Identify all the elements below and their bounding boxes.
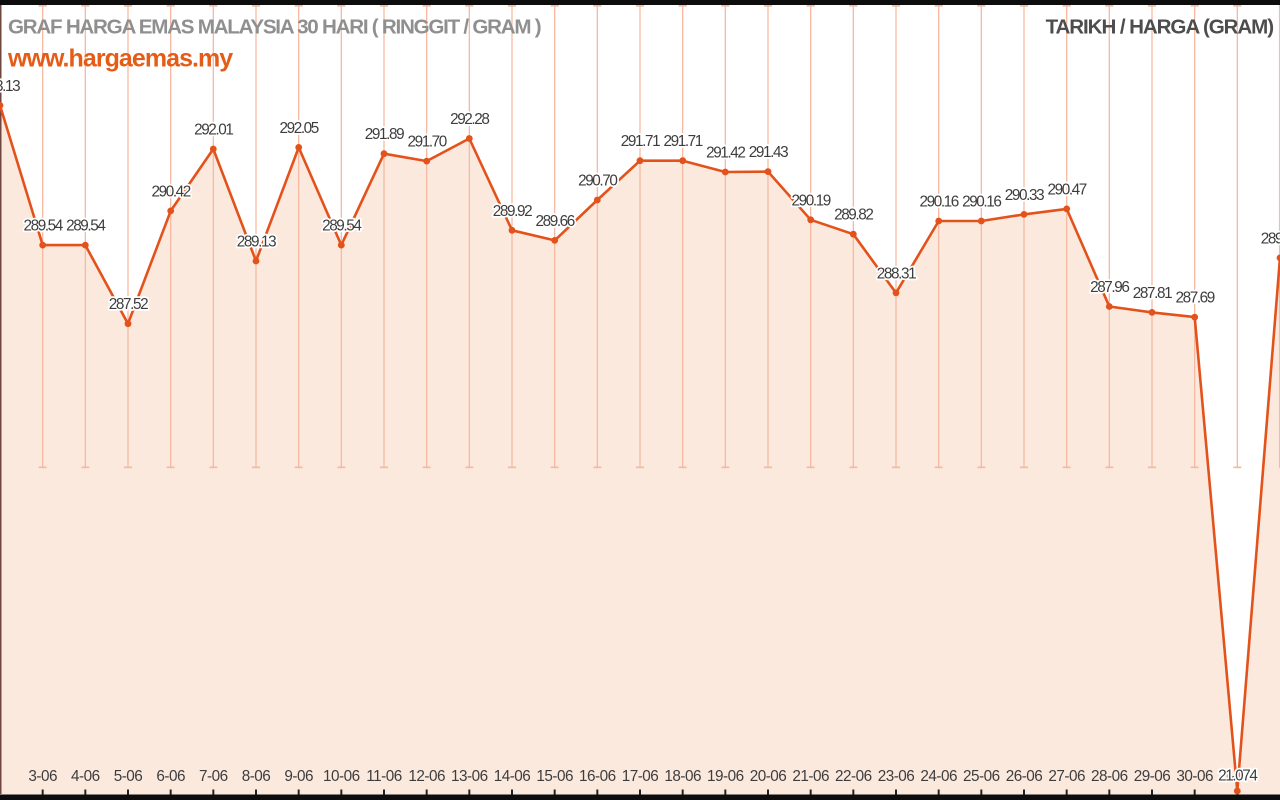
svg-text:290.70: 290.70 (578, 173, 617, 190)
svg-text:28-06: 28-06 (1091, 768, 1128, 785)
svg-text:289.82: 289.82 (834, 207, 873, 224)
svg-text:21-06: 21-06 (792, 768, 829, 785)
svg-text:289.54: 289.54 (66, 218, 106, 235)
svg-text:TARIKH / HARGA (GRAM): TARIKH / HARGA (GRAM) (1046, 16, 1274, 39)
svg-text:288.31: 288.31 (877, 265, 916, 282)
svg-text:22-06: 22-06 (835, 768, 872, 785)
svg-text:www.hargaemas.my: www.hargaemas.my (7, 45, 233, 73)
svg-text:289.92: 289.92 (493, 203, 532, 220)
svg-text:289.66: 289.66 (536, 213, 575, 230)
svg-text:291.42: 291.42 (706, 145, 745, 162)
svg-text:19-06: 19-06 (707, 768, 744, 785)
svg-text:27-06: 27-06 (1048, 768, 1085, 785)
svg-text:21.074: 21.074 (1218, 768, 1258, 785)
svg-text:290.33: 290.33 (1005, 187, 1044, 204)
svg-text:12-06: 12-06 (408, 768, 445, 785)
svg-text:26-06: 26-06 (1006, 768, 1043, 785)
svg-text:5-06: 5-06 (114, 768, 143, 785)
svg-text:14-06: 14-06 (494, 768, 531, 785)
svg-text:4-06: 4-06 (71, 768, 100, 785)
svg-text:287.81: 287.81 (1133, 285, 1172, 302)
svg-text:30-06: 30-06 (1176, 768, 1213, 785)
svg-text:24-06: 24-06 (920, 768, 957, 785)
svg-text:7-06: 7-06 (199, 768, 228, 785)
svg-text:290.16: 290.16 (920, 194, 959, 211)
svg-text:6-06: 6-06 (156, 768, 185, 785)
svg-text:289.54: 289.54 (24, 218, 64, 235)
svg-text:10-06: 10-06 (323, 768, 360, 785)
svg-text:289.54: 289.54 (322, 218, 362, 235)
svg-text:291.43: 291.43 (749, 144, 788, 161)
svg-text:292.01: 292.01 (194, 122, 233, 139)
svg-text:1-07: 1-07 (1223, 768, 1252, 785)
svg-text:290.47: 290.47 (1048, 181, 1087, 198)
svg-text:292.28: 292.28 (450, 111, 489, 128)
svg-text:291.70: 291.70 (408, 134, 447, 151)
svg-text:23-06: 23-06 (878, 768, 915, 785)
svg-text:15-06: 15-06 (536, 768, 573, 785)
svg-text:GRAF HARGA EMAS MALAYSIA 30 HA: GRAF HARGA EMAS MALAYSIA 30 HARI ( RINGG… (8, 16, 541, 39)
svg-text:9-06: 9-06 (284, 768, 313, 785)
svg-text:287.69: 287.69 (1176, 290, 1215, 307)
svg-text:17-06: 17-06 (622, 768, 659, 785)
svg-text:290.42: 290.42 (152, 183, 191, 200)
svg-text:290.16: 290.16 (962, 194, 1001, 211)
svg-text:292.05: 292.05 (280, 120, 319, 137)
svg-text:18-06: 18-06 (664, 768, 701, 785)
svg-text:20-06: 20-06 (750, 768, 787, 785)
svg-text:289.21: 289.21 (1261, 230, 1280, 247)
svg-text:8-06: 8-06 (242, 768, 271, 785)
svg-text:287.96: 287.96 (1090, 279, 1129, 296)
svg-text:293.13: 293.13 (0, 78, 20, 95)
svg-text:287.52: 287.52 (109, 296, 148, 313)
svg-text:290.19: 290.19 (792, 192, 831, 209)
svg-text:29-06: 29-06 (1134, 768, 1171, 785)
svg-text:291.71: 291.71 (664, 133, 703, 150)
svg-text:3-06: 3-06 (28, 768, 57, 785)
svg-text:16-06: 16-06 (579, 768, 616, 785)
svg-text:11-06: 11-06 (366, 768, 402, 785)
svg-text:291.71: 291.71 (621, 133, 660, 150)
svg-text:25-06: 25-06 (963, 768, 1000, 785)
svg-text:13-06: 13-06 (451, 768, 488, 785)
svg-text:289.13: 289.13 (237, 234, 276, 251)
svg-text:291.89: 291.89 (365, 126, 404, 143)
